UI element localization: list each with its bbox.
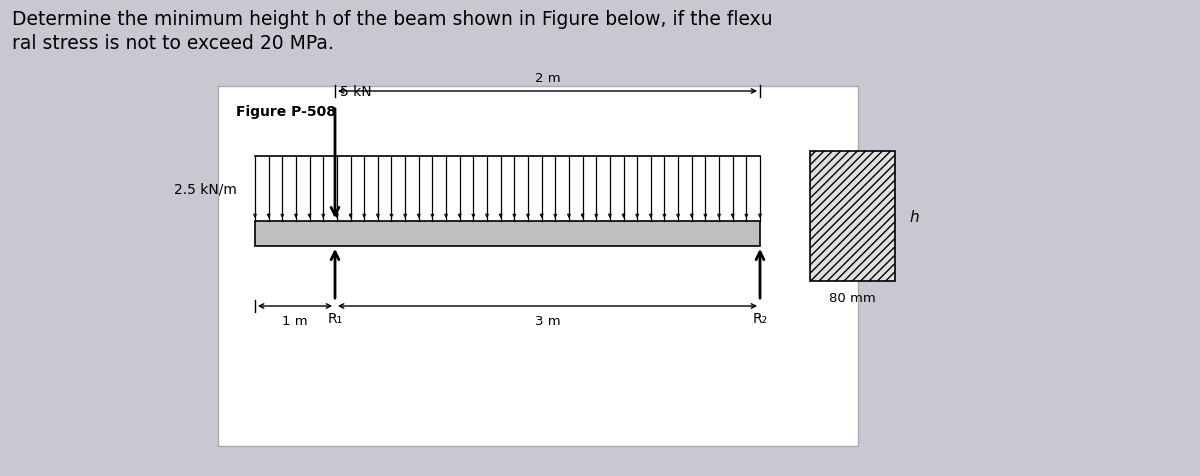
Bar: [256, 221, 760, 247]
Text: Figure P-508: Figure P-508: [236, 105, 336, 119]
Text: R₁: R₁: [328, 311, 343, 325]
Text: ral stress is not to exceed 20 MPa.: ral stress is not to exceed 20 MPa.: [12, 34, 334, 53]
Bar: [810, 152, 895, 281]
Bar: [218, 87, 858, 446]
Text: 2.5 kN/m: 2.5 kN/m: [174, 182, 238, 196]
Text: h: h: [910, 209, 919, 224]
Text: R₂: R₂: [752, 311, 768, 325]
Text: Determine the minimum height h of the beam shown in Figure below, if the flexu: Determine the minimum height h of the be…: [12, 10, 773, 29]
Text: 80 mm: 80 mm: [829, 291, 876, 304]
Text: 1 m: 1 m: [282, 314, 308, 327]
Text: 5 kN: 5 kN: [340, 85, 372, 99]
Text: 2 m: 2 m: [535, 72, 560, 85]
Text: 3 m: 3 m: [535, 314, 560, 327]
